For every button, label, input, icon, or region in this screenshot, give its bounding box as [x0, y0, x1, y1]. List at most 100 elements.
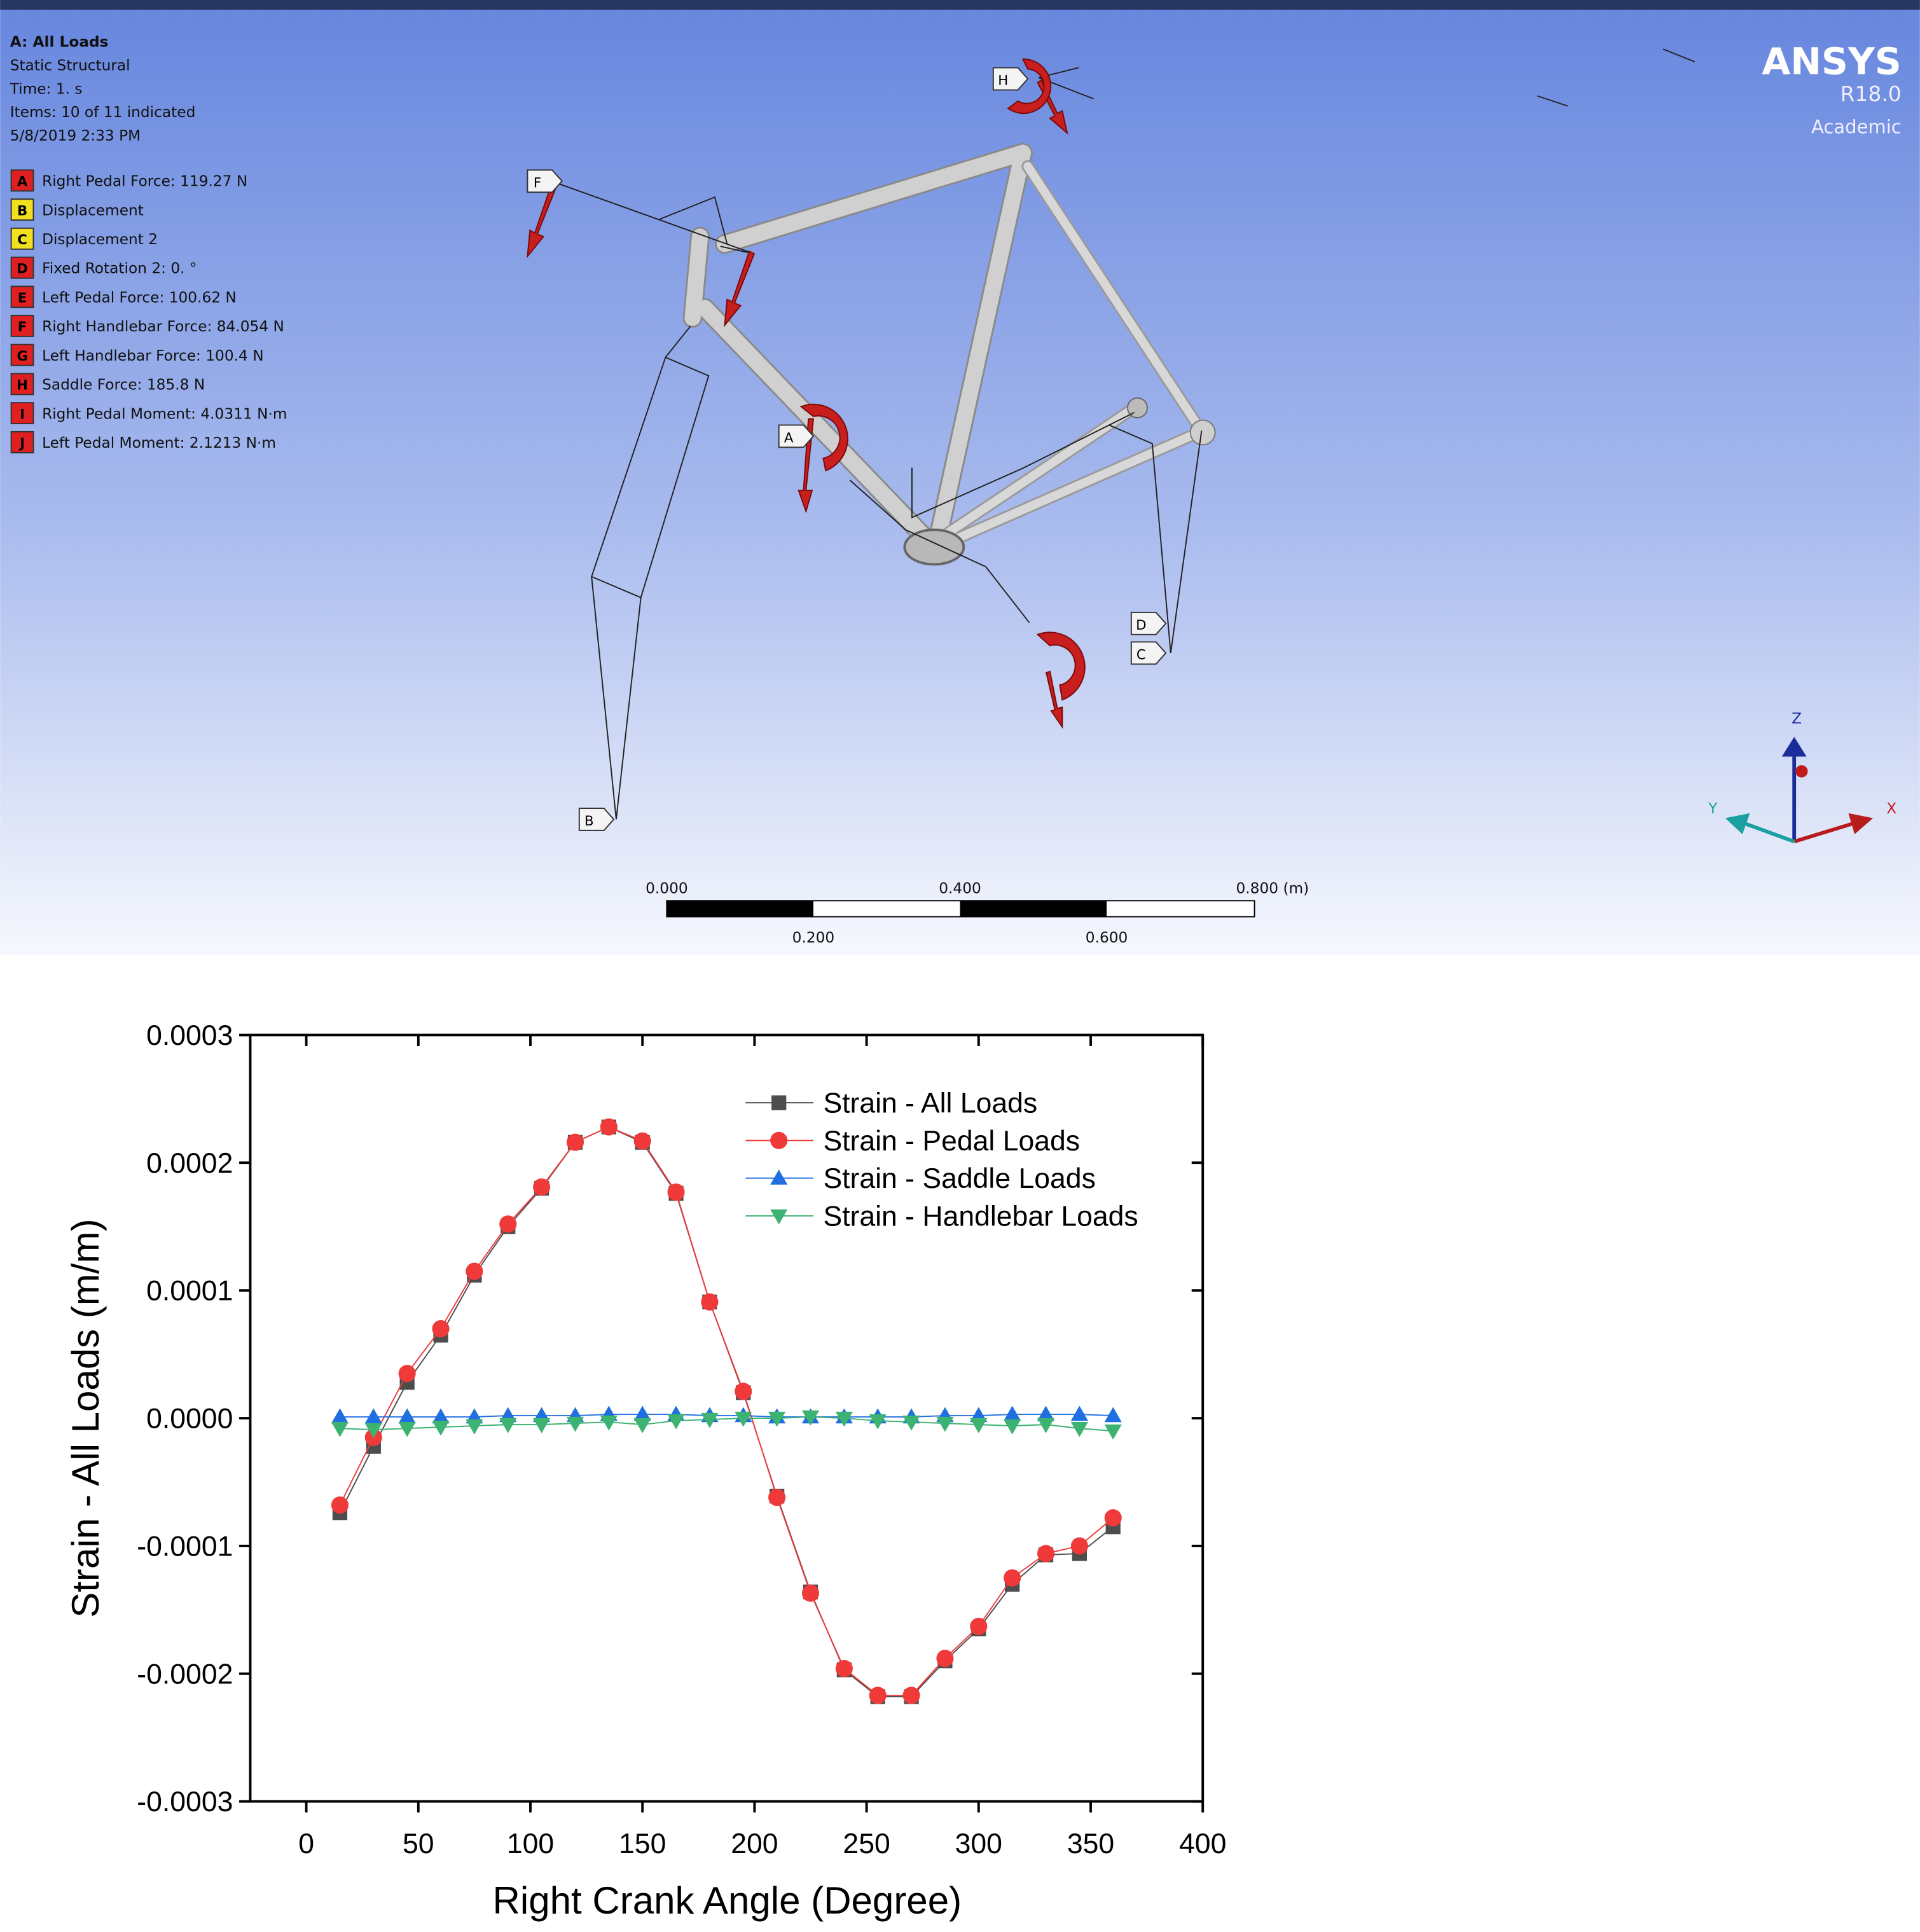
legend-label: Strain - Pedal Loads — [823, 1126, 1080, 1157]
data-point — [399, 1422, 416, 1437]
figure: A: All Loads Static Structural Time: 1. … — [0, 0, 1920, 1932]
viewer-time: Time: 1. s — [10, 80, 83, 97]
data-point — [600, 1416, 618, 1431]
data-point — [1105, 1509, 1122, 1526]
data-point — [533, 1178, 550, 1196]
load-label: Fixed Rotation 2: 0. ° — [42, 260, 197, 277]
marker-label: B — [584, 813, 594, 829]
legend-label: Strain - All Loads — [823, 1088, 1037, 1119]
load-key: G — [17, 348, 27, 364]
load-label: Saddle Force: 185.8 N — [42, 376, 205, 394]
y-tick-label: 0.0003 — [146, 1020, 233, 1051]
data-point — [331, 1422, 349, 1437]
load-key: E — [18, 290, 27, 306]
load-key: F — [18, 319, 27, 335]
load-key: A — [17, 174, 28, 190]
load-label: Right Handlebar Force: 84.054 N — [42, 318, 284, 335]
data-point — [768, 1489, 785, 1506]
data-point — [701, 1294, 718, 1311]
x-tick-label: 100 — [507, 1828, 554, 1860]
load-key: I — [20, 406, 25, 422]
triad-label: X — [1886, 800, 1896, 817]
data-point — [499, 1215, 516, 1232]
y-tick-label: 0.0002 — [146, 1148, 233, 1179]
data-point — [365, 1408, 382, 1423]
version: R18.0 — [1841, 81, 1902, 106]
x-tick-label: 400 — [1179, 1828, 1226, 1860]
data-point — [1004, 1419, 1021, 1435]
data-point — [869, 1687, 887, 1704]
data-point — [1004, 1405, 1021, 1421]
scale-label: 0.400 — [939, 880, 981, 897]
data-point — [432, 1421, 449, 1436]
edition: Academic — [1811, 116, 1902, 137]
data-point — [399, 1408, 416, 1423]
load-label: Left Handlebar Force: 100.4 N — [42, 347, 264, 364]
data-point — [634, 1418, 651, 1433]
data-point — [1071, 1405, 1088, 1421]
chart: Right Crank Angle (Degree) Strain - All … — [64, 1020, 1226, 1922]
logo: ANSYS — [1762, 39, 1901, 83]
marker-label: H — [998, 73, 1008, 89]
data-point — [1071, 1422, 1088, 1437]
data-point — [903, 1687, 920, 1704]
load-key: D — [17, 261, 28, 277]
data-point — [634, 1133, 651, 1150]
scale-label: 0.200 — [792, 929, 835, 946]
y-tick-label: 0.0000 — [146, 1404, 233, 1435]
marker-label: A — [784, 431, 794, 446]
data-point — [970, 1618, 987, 1635]
data-point — [499, 1418, 516, 1433]
data-point — [735, 1383, 752, 1400]
viewer-date: 5/8/2019 2:33 PM — [10, 127, 141, 144]
data-point — [1105, 1407, 1122, 1422]
load-label: Left Pedal Force: 100.62 N — [42, 289, 237, 306]
data-point — [667, 1183, 684, 1201]
legend-marker — [770, 1210, 787, 1225]
series-line — [340, 1417, 1113, 1431]
triad-label: Z — [1792, 710, 1802, 727]
data-point — [836, 1660, 853, 1677]
load-label: Left Pedal Moment: 2.1213 N·m — [42, 434, 276, 452]
data-point — [331, 1496, 349, 1514]
legend-label: Strain - Saddle Loads — [823, 1163, 1095, 1194]
load-label: Displacement — [42, 202, 144, 219]
data-point — [533, 1418, 550, 1433]
data-point — [936, 1650, 953, 1667]
x-tick-label: 200 — [731, 1828, 778, 1860]
series-line — [340, 1414, 1113, 1417]
viewer-title: A: All Loads — [10, 34, 109, 51]
x-axis-label: Right Crank Angle (Degree) — [493, 1879, 962, 1922]
data-point — [936, 1417, 953, 1432]
scale-label: 0.600 — [1086, 929, 1128, 946]
y-axis-label: Strain - All Loads (m/m) — [64, 1218, 107, 1617]
load-key: B — [17, 203, 27, 219]
data-point — [1071, 1537, 1088, 1554]
scale-bar — [666, 900, 1254, 916]
y-tick-label: -0.0002 — [137, 1659, 233, 1690]
load-label: Displacement 2 — [42, 231, 158, 248]
data-point — [802, 1585, 819, 1602]
viewer-items: Items: 10 of 11 indicated — [10, 104, 196, 121]
data-point — [970, 1418, 987, 1433]
scale-label: 0.000 — [646, 880, 688, 897]
x-tick-label: 50 — [403, 1828, 434, 1860]
data-point — [567, 1134, 584, 1151]
data-point — [399, 1365, 416, 1382]
load-key: J — [18, 436, 25, 452]
marker-label: C — [1136, 647, 1146, 663]
page: A: All Loads Static Structural Time: 1. … — [0, 0, 1920, 1932]
x-tick-label: 250 — [843, 1828, 890, 1860]
data-point — [567, 1417, 584, 1432]
data-point — [1037, 1545, 1054, 1562]
data-point — [331, 1408, 349, 1423]
legend-marker — [770, 1170, 787, 1185]
legend-marker — [771, 1095, 786, 1110]
viewer-analysis: Static Structural — [10, 57, 130, 74]
legend-marker — [770, 1132, 787, 1149]
x-tick-label: 300 — [955, 1828, 1002, 1860]
load-key: H — [17, 378, 28, 394]
data-point — [1004, 1570, 1021, 1587]
y-tick-label: 0.0001 — [146, 1276, 233, 1307]
marker-label: F — [534, 176, 541, 191]
